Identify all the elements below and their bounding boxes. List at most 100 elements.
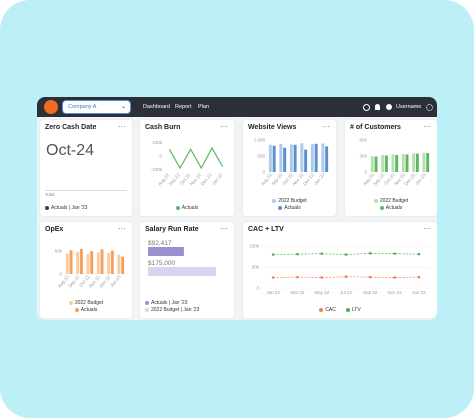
- bar: [412, 153, 416, 172]
- value-label: $175,000: [148, 260, 175, 267]
- widget-menu[interactable]: ···: [220, 224, 228, 233]
- legend-label: Actuals: [80, 307, 98, 313]
- point: [271, 276, 275, 279]
- point: [368, 275, 372, 279]
- help-icon[interactable]: [363, 104, 370, 111]
- widget-title: OpEx: [45, 226, 64, 233]
- point: [368, 251, 372, 255]
- widget-card: OpEx ··· 2022 Budget Actuals 0 50k Aug 22 Sep 2…: [40, 222, 132, 318]
- bar: [148, 267, 216, 276]
- widget-menu[interactable]: ···: [118, 224, 126, 233]
- widget-menu[interactable]: ···: [322, 122, 330, 131]
- logo[interactable]: [44, 100, 58, 114]
- y-tick-label: 600: [359, 138, 367, 143]
- legend-swatch: [145, 301, 149, 305]
- company-select[interactable]: Company A ⌄: [62, 100, 131, 114]
- legend: Actuals | Jan '23 2022 Budget | Jan '23: [140, 300, 234, 313]
- widget-menu[interactable]: ···: [423, 122, 431, 131]
- legend-item: 2022 Budget | Jan '23: [145, 307, 199, 313]
- series-line: [168, 146, 224, 170]
- app-window: Company A ⌄ Dashboard Report Plan Userna…: [37, 97, 437, 320]
- legend-item: 2022 Budget: [68, 300, 104, 306]
- legend-label: Actuals | Jan '23: [51, 205, 88, 211]
- legend-label: Actuals: [385, 205, 403, 211]
- widget-card: Zero Cash Date ··· Actuals | Jan '23 Oct-24…: [40, 120, 132, 216]
- widget-title: Website Views: [248, 124, 297, 131]
- point: [417, 275, 421, 279]
- point: [393, 276, 396, 279]
- nav-bar: Company A ⌄ Dashboard Report Plan Userna…: [37, 97, 437, 117]
- bar: [107, 252, 111, 274]
- bar: [370, 156, 374, 172]
- widget-title: Zero Cash Date: [45, 124, 97, 131]
- bar: [374, 156, 378, 172]
- bar: [268, 144, 272, 172]
- legend-label: 2022 Budget: [278, 198, 307, 204]
- bar: [391, 154, 395, 172]
- y-tick-label: 50k: [252, 265, 260, 270]
- widget-card: Salary Run Rate ··· Actuals | Jan '23 2022 …: [140, 222, 234, 318]
- bar: [304, 149, 308, 172]
- widget-title: Salary Run Rate: [145, 226, 199, 233]
- legend-item: LTV: [345, 307, 361, 313]
- bar: [381, 154, 385, 172]
- point: [344, 275, 348, 279]
- nav-link[interactable]: Plan: [198, 104, 210, 110]
- bar: [384, 155, 388, 172]
- widget-title: Cash Burn: [145, 124, 181, 131]
- legend-swatch: [68, 301, 73, 305]
- widget-card: Website Views ··· 2022 Budget Actuals 0 500 1,…: [243, 120, 336, 216]
- bell-icon[interactable]: [375, 104, 380, 110]
- x-tick-label: Jan 23: [109, 274, 122, 288]
- x-tick-label: Sep 22: [67, 274, 80, 289]
- bar: [283, 147, 287, 172]
- widget-menu[interactable]: ···: [220, 122, 228, 131]
- y-tick-label: 100k: [249, 244, 260, 249]
- y-tick-label: 500: [257, 154, 265, 159]
- legend-item: Actuals | Jan '23: [145, 300, 187, 306]
- x-tick-label: Sep 22: [372, 172, 385, 187]
- bar: [314, 143, 318, 172]
- x-tick-label: May 22: [314, 290, 329, 295]
- nav-link[interactable]: Dashboard: [143, 104, 170, 110]
- widget-menu[interactable]: ···: [423, 224, 431, 233]
- value-label: $92,417: [148, 240, 172, 247]
- bar: [121, 256, 125, 274]
- bar: [395, 154, 399, 172]
- bar: [279, 143, 283, 172]
- widget-title: # of Customers: [350, 124, 401, 131]
- big-value: Oct-24: [46, 142, 95, 159]
- nav-link[interactable]: Report: [175, 104, 192, 110]
- chart: 0 50k 100k Jan 22 Mar 22 May 22 Jul 22 Sep 22 No…: [249, 244, 431, 295]
- username[interactable]: Username: [396, 104, 422, 110]
- avatar-icon[interactable]: [386, 104, 392, 110]
- bar: [325, 146, 329, 172]
- legend-label: 2022 Budget: [74, 300, 104, 306]
- legend-swatch: [175, 206, 180, 210]
- y-tick-label: 300: [359, 154, 367, 159]
- settings-icon[interactable]: [426, 104, 433, 111]
- chart: $92,417 $175,000: [148, 240, 216, 276]
- widget-menu[interactable]: ···: [118, 122, 126, 131]
- x-tick-label: Nov 22: [387, 290, 402, 295]
- y-tick-label: 0: [262, 170, 265, 175]
- y-tick-label: 0: [59, 272, 62, 277]
- y-tick-label: 50k: [55, 249, 63, 254]
- y-tick-label: 0: [159, 154, 162, 159]
- legend-label: Actuals | Jan '23: [151, 300, 188, 306]
- bar: [65, 253, 69, 274]
- x-tick-label: Jan 22: [266, 290, 280, 295]
- legend-swatch: [272, 199, 277, 203]
- note: Total: [45, 192, 55, 197]
- bar: [405, 154, 409, 172]
- point: [296, 275, 299, 279]
- bar: [79, 248, 83, 274]
- legend: 2022 Budget Actuals: [243, 198, 336, 211]
- x-tick-label: Dec 22: [200, 172, 213, 187]
- bar: [401, 153, 405, 172]
- bar: [426, 153, 430, 172]
- y-tick-label: 0: [364, 170, 367, 175]
- x-tick-label: Jan 23: [412, 290, 426, 295]
- legend-item: CAC: [319, 307, 336, 313]
- legend: Actuals | Jan '23: [40, 205, 132, 211]
